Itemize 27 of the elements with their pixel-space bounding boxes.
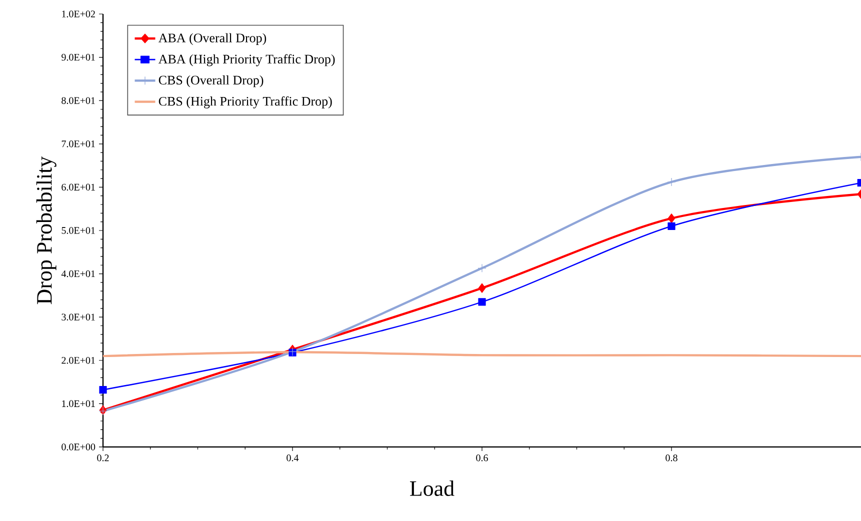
y-tick-label: 8.0E+01	[62, 97, 95, 104]
y-tick-label: 2.0E+01	[62, 356, 95, 364]
y-tick-label: 0.0E+00	[62, 444, 96, 450]
point	[478, 264, 486, 272]
point	[668, 214, 676, 224]
point	[478, 283, 486, 293]
x-tick-label: 0.2	[97, 454, 109, 462]
legend-label: ABA (High Priority Traffic Drop)	[158, 54, 335, 66]
x-tick-label: 0.4	[286, 454, 299, 462]
y-tick-label: 9.0E+01	[62, 54, 95, 61]
y-tick-label: 6.0E+01	[62, 184, 95, 191]
y-axis-title: Drop Probability	[36, 156, 56, 304]
x-axis-title: Load	[410, 480, 454, 496]
legend-label: CBS (High Priority Traffic Drop)	[158, 96, 332, 108]
x-tick-label: 0.8	[666, 454, 678, 462]
legend-label: ABA (Overall Drop)	[158, 33, 266, 45]
x-tick-label: 0.6	[476, 454, 488, 462]
point	[99, 386, 107, 394]
point	[478, 298, 486, 306]
legend-label: CBS (Overall Drop)	[158, 75, 264, 88]
y-tick-label: 1.0E+01	[62, 400, 95, 408]
y-tick-label: 3.0E+01	[62, 314, 95, 320]
y-tick-label: 7.0E+01	[62, 140, 95, 148]
y-tick-label: 4.0E+01	[61, 270, 95, 278]
y-tick-label: 5.0E+01	[62, 227, 95, 234]
y-tick-label: 1.0E+02	[62, 10, 95, 18]
point	[668, 222, 676, 230]
